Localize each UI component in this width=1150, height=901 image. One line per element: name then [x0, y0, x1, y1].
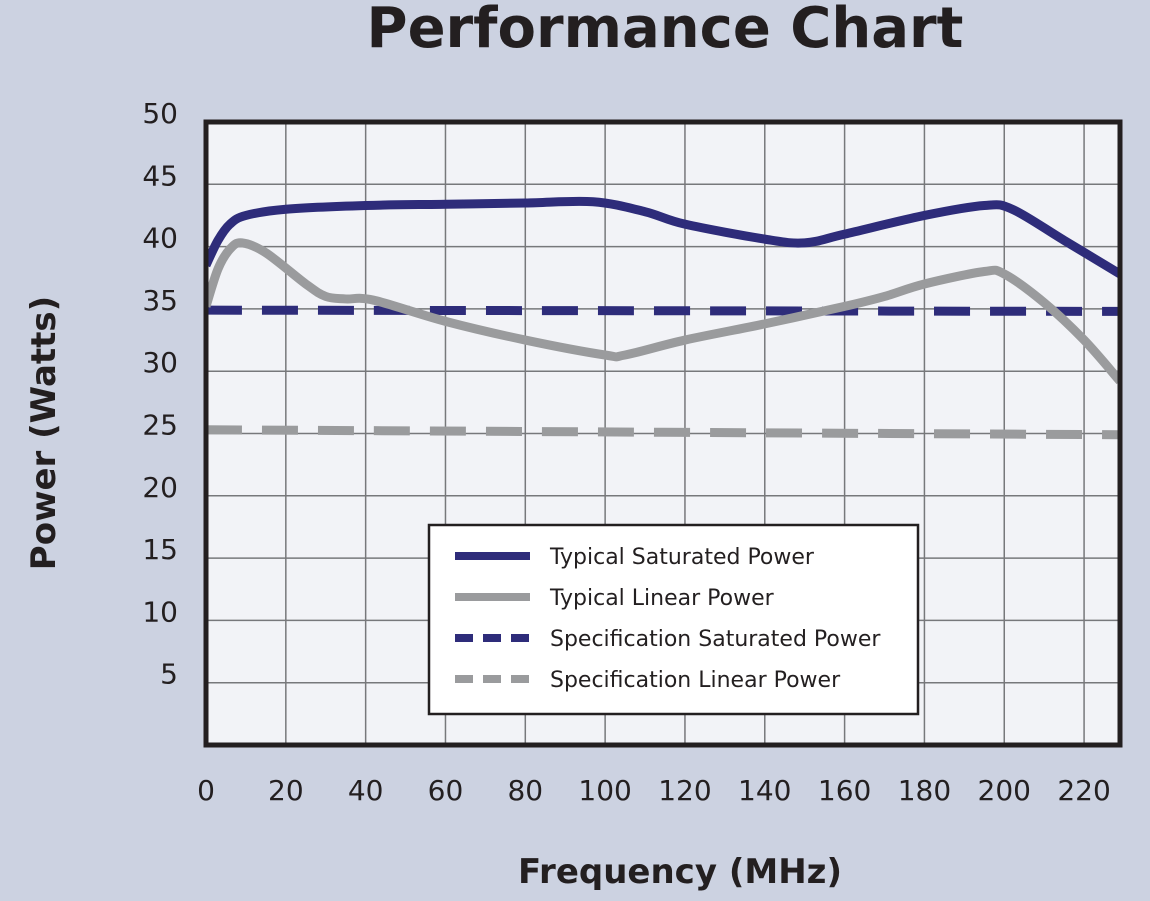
x-tick-label: 0: [197, 774, 215, 807]
y-tick-label: 35: [142, 284, 178, 317]
legend-label: Specification Linear Power: [550, 668, 841, 693]
y-tick-label: 30: [142, 346, 178, 379]
x-tick-label: 160: [818, 774, 871, 807]
legend: Typical Saturated Power Typical Linear Po…: [427, 523, 920, 716]
y-tick-label: 15: [142, 533, 178, 566]
y-tick-label: 10: [142, 595, 178, 628]
series-line-specification-linear-power: [206, 425, 1120, 440]
x-tick-label: 20: [268, 774, 304, 807]
y-tick-label: 5: [160, 658, 178, 691]
x-tick-label: 60: [428, 774, 464, 807]
x-tick-label: 120: [658, 774, 711, 807]
chart-title: Performance Chart: [366, 0, 964, 61]
series-line-typical-linear-power: [206, 238, 1120, 385]
plot-border: [203, 119, 1123, 748]
series-line-typical-saturated-power: [206, 196, 1120, 278]
y-tick-label: 50: [142, 97, 178, 130]
y-tick-label: 40: [142, 222, 178, 255]
legend-label: Typical Linear Power: [549, 586, 775, 611]
y-tick-label: 20: [142, 471, 178, 504]
legend-label: Typical Saturated Power: [549, 545, 815, 570]
x-tick-label: 140: [738, 774, 791, 807]
y-tick-label: 25: [142, 409, 178, 442]
legend-label: Specification Saturated Power: [550, 627, 881, 652]
y-tick-label: 45: [142, 159, 178, 192]
x-tick-label: 180: [898, 774, 951, 807]
x-tick-label: 100: [578, 774, 631, 807]
x-tick-label: 80: [507, 774, 543, 807]
x-axis-label: Frequency (MHz): [518, 852, 842, 892]
x-tick-label: 40: [348, 774, 384, 807]
x-tick-label: 220: [1057, 774, 1110, 807]
x-tick-label: 200: [978, 774, 1031, 807]
series-line-specification-saturated-power: [206, 305, 1120, 316]
